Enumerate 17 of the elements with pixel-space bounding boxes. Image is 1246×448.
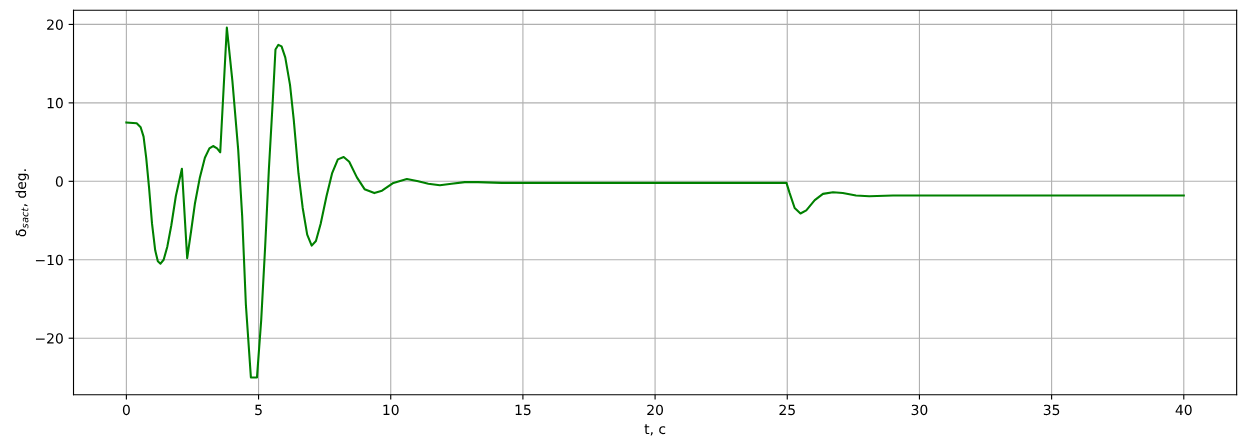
x-tick-label: 40 xyxy=(1175,404,1192,416)
y-tick-label: 20 xyxy=(47,19,63,30)
x-axis-title: t, c xyxy=(644,424,666,436)
y-tick-label: 0 xyxy=(55,176,63,187)
x-tick-label: 0 xyxy=(122,404,130,416)
x-tick-label: 35 xyxy=(1043,404,1060,416)
line-series xyxy=(125,26,1185,379)
x-tick-label: 5 xyxy=(255,404,262,416)
y-tick-label: 10 xyxy=(47,97,63,109)
x-tick-label: 15 xyxy=(515,404,531,416)
x-tick-label: 10 xyxy=(383,404,399,416)
x-tick-label: 25 xyxy=(779,404,795,416)
x-tick-label: 20 xyxy=(647,404,663,416)
y-tick-label: −10 xyxy=(35,254,63,266)
y-tick-label: −20 xyxy=(35,333,63,344)
x-tick-label: 30 xyxy=(911,404,928,416)
y-axis-title: δ$_{sact}$, deg. xyxy=(15,169,29,237)
